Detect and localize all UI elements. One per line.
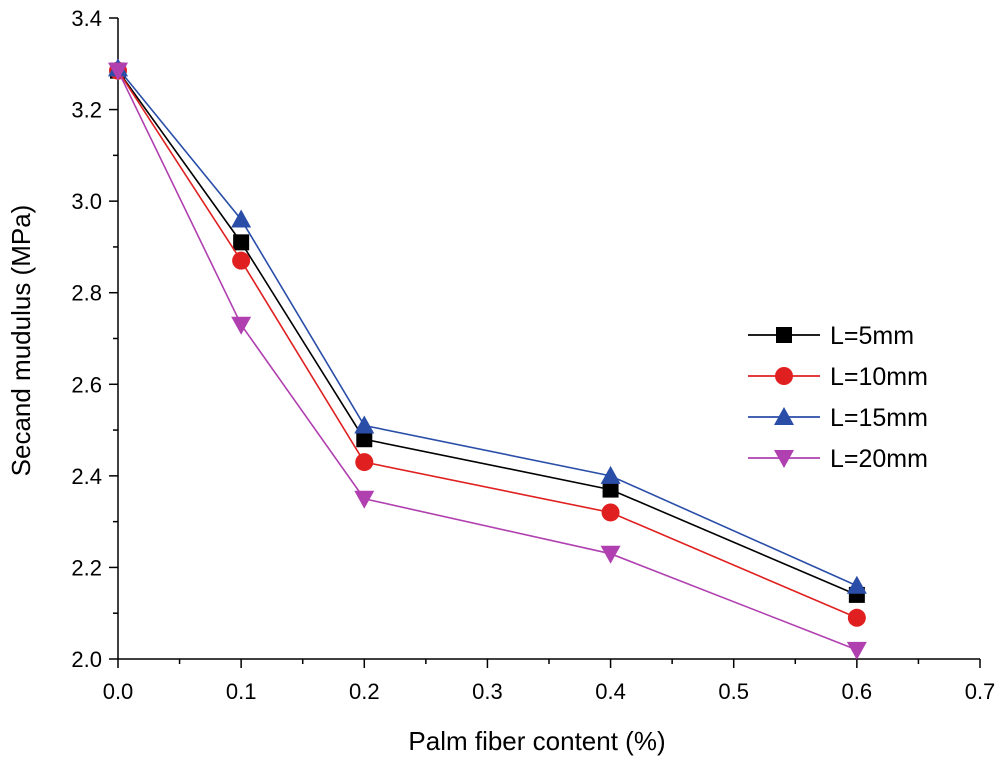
data-point <box>602 481 619 498</box>
legend-marker <box>774 407 794 425</box>
y-tick-label: 2.6 <box>71 372 102 397</box>
data-point <box>354 415 375 434</box>
y-tick-label: 3.0 <box>71 189 102 214</box>
x-tick-label: 0.6 <box>842 679 873 704</box>
legend-label: L=5mm <box>830 322 914 350</box>
legend-item: L=20mm <box>748 445 928 473</box>
legend-marker <box>774 450 794 468</box>
series-line <box>117 70 858 596</box>
data-point <box>846 575 867 594</box>
data-point <box>231 209 252 228</box>
legend-item: L=15mm <box>748 404 928 432</box>
y-tick-label: 3.4 <box>71 6 102 31</box>
series-L=15mm <box>108 58 867 594</box>
data-point <box>356 431 373 448</box>
y-tick-label: 2.0 <box>71 647 102 672</box>
x-tick-label: 0.5 <box>718 679 749 704</box>
data-point <box>601 503 620 522</box>
x-ticks: 0.0 0.1 0.2 0.3 0.4 0.5 0.6 0.7 <box>103 659 996 704</box>
data-point <box>108 62 128 81</box>
legend-item: L=10mm <box>748 363 928 391</box>
x-tick-label: 0.7 <box>965 679 996 704</box>
series-line <box>117 70 858 651</box>
data-point <box>354 490 375 509</box>
x-tick-label: 0.2 <box>349 679 380 704</box>
data-point <box>846 641 867 660</box>
x-tick-label: 0.1 <box>226 679 257 704</box>
x-tick-label: 0.3 <box>472 679 503 704</box>
legend-item: L=5mm <box>748 322 914 350</box>
x-axis-title: Palm fiber content (%) <box>408 726 665 756</box>
y-ticks: 2.0 2.2 2.4 2.6 2.8 3.0 3.2 3.4 <box>71 6 118 672</box>
legend-label: L=15mm <box>830 404 928 432</box>
data-point <box>232 251 251 270</box>
x-tick-label: 0.0 <box>103 679 134 704</box>
series-L=5mm <box>110 62 865 603</box>
legend-label: L=10mm <box>830 363 928 391</box>
y-tick-label: 3.2 <box>71 98 102 123</box>
series-layer <box>108 58 867 660</box>
data-point <box>231 316 252 335</box>
y-tick-label: 2.4 <box>71 464 102 489</box>
data-point <box>233 234 250 251</box>
legend-marker <box>775 367 793 385</box>
y-tick-label: 2.2 <box>71 555 102 580</box>
data-point <box>355 453 374 472</box>
legend-marker <box>776 327 792 343</box>
y-axis-title: Secand mudulus (MPa) <box>6 205 36 477</box>
data-point <box>600 545 621 564</box>
x-tick-label: 0.4 <box>595 679 626 704</box>
y-tick-label: 2.8 <box>71 281 102 306</box>
series-L=20mm <box>108 62 867 660</box>
data-point <box>600 465 621 484</box>
series-line <box>117 67 858 587</box>
legend-label: L=20mm <box>830 445 928 473</box>
legend: L=5mm L=10mm L=15mm L=20mm <box>748 322 928 473</box>
data-point <box>847 608 866 627</box>
series-L=10mm <box>109 61 866 627</box>
